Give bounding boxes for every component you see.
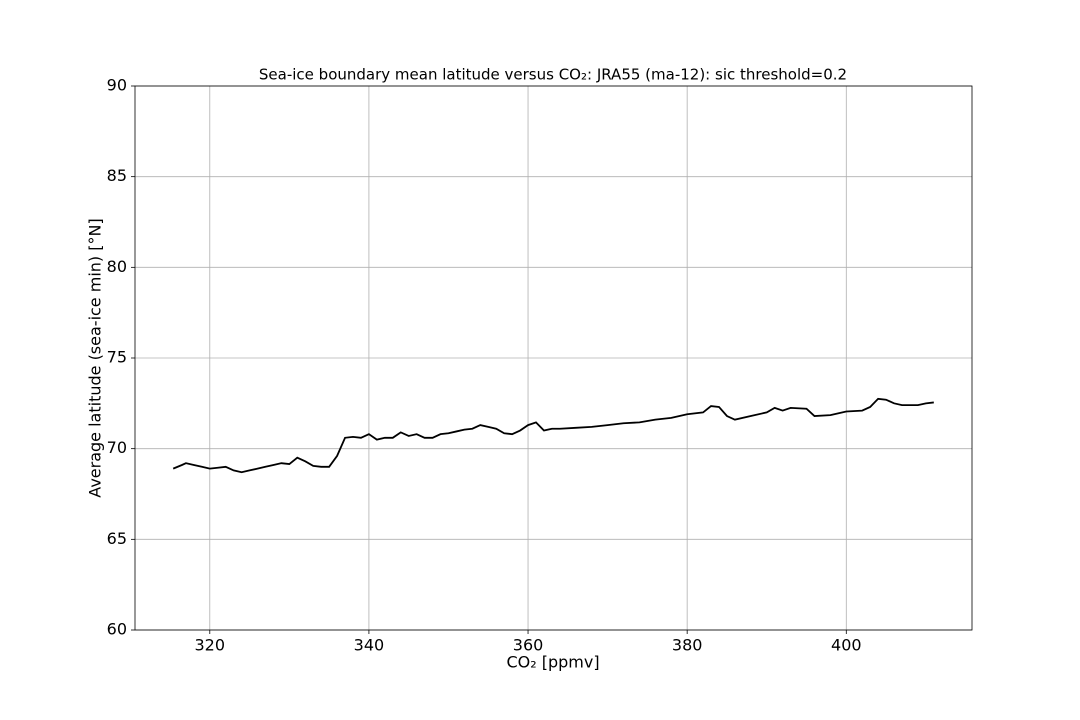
y-tick-label: 90 — [107, 76, 127, 95]
x-tick-label: 320 — [195, 636, 226, 655]
x-tick-label: 400 — [831, 636, 862, 655]
y-tick-label: 75 — [107, 348, 127, 367]
y-tick-label: 85 — [107, 166, 127, 185]
y-tick-label: 65 — [107, 529, 127, 548]
y-tick-label: 60 — [107, 620, 127, 639]
plot-frame — [134, 85, 973, 631]
chart-title: Sea-ice boundary mean latitude versus CO… — [259, 66, 847, 84]
x-tick-label: 340 — [354, 636, 385, 655]
y-tick-label: 70 — [107, 438, 127, 457]
y-tick-label: 80 — [107, 257, 127, 276]
x-tick-label: 380 — [672, 636, 703, 655]
data-line — [172, 397, 934, 474]
x-axis-label: CO₂ [ppmv] — [506, 653, 599, 672]
y-axis-label: Average latitude (sea-ice min) [°N] — [86, 218, 105, 497]
x-tick-label: 360 — [513, 636, 544, 655]
